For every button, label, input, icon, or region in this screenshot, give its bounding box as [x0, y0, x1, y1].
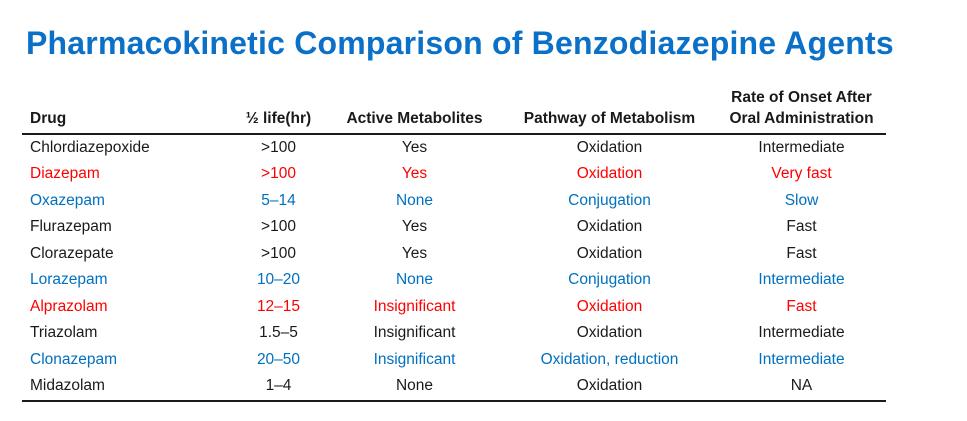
cell-half-life: >100 — [261, 138, 296, 156]
cell-active-metabolites: None — [395, 191, 434, 209]
cell-drug: Flurazepam — [30, 218, 112, 236]
table-row: Alprazolam 12–15 Insignificant Oxidation Fas… — [22, 294, 886, 321]
table-row: Lorazepam 10–20 None Conjugation Intermediat… — [22, 267, 886, 294]
cell-drug: Triazolam — [30, 324, 98, 342]
table-body: Chlordiazepoxide >100 Yes Oxidation Intermed… — [22, 134, 886, 402]
cell-pathway: Conjugation — [568, 191, 651, 209]
cell-active-metabolites: Yes — [401, 244, 428, 262]
cell-pathway: Oxidation — [576, 138, 643, 156]
cell-active-metabolites: Insignificant — [373, 324, 456, 342]
table-row: Clonazepam 20–50 Insignificant Oxidation, r… — [22, 347, 886, 374]
table-row: Diazepam >100 Yes Oxidation Very fast — [22, 161, 886, 188]
column-header-active-metabolites: Active Metabolites — [327, 88, 502, 135]
cell-active-metabolites: Yes — [401, 218, 428, 236]
cell-half-life: 5–14 — [261, 191, 296, 209]
cell-onset: Intermediate — [758, 138, 845, 156]
cell-onset: Fast — [786, 218, 817, 236]
cell-pathway: Oxidation — [502, 373, 717, 402]
cell-half-life: 10–20 — [256, 271, 301, 289]
cell-pathway: Oxidation — [576, 218, 643, 236]
cell-drug: Chlordiazepoxide — [30, 138, 150, 156]
column-header-drug: Drug — [22, 88, 230, 135]
cell-onset: Intermediate — [758, 350, 845, 368]
cell-pathway: Conjugation — [568, 271, 651, 289]
column-header-pathway: Pathway of Metabolism — [502, 88, 717, 135]
cell-drug: Clorazepate — [30, 244, 114, 262]
cell-onset: NA — [717, 373, 886, 402]
cell-active-metabolites: Yes — [401, 138, 428, 156]
table-row: Clorazepate >100 Yes Oxidation Fast — [22, 241, 886, 268]
cell-active-metabolites: Insignificant — [373, 350, 456, 368]
table-row: Oxazepam 5–14 None Conjugation Slow — [22, 188, 886, 215]
cell-pathway: Oxidation — [576, 165, 643, 183]
cell-drug: Midazolam — [22, 373, 230, 402]
cell-active-metabolites: None — [327, 373, 502, 402]
table-row: Triazolam 1.5–5 Insignificant Oxidation Inte… — [22, 320, 886, 347]
table-row: Flurazepam >100 Yes Oxidation Fast — [22, 214, 886, 241]
cell-half-life: >100 — [261, 165, 296, 183]
cell-onset: Fast — [786, 244, 817, 262]
cell-half-life: 1–4 — [230, 373, 327, 402]
cell-onset: Intermediate — [758, 271, 845, 289]
cell-drug: Lorazepam — [30, 271, 108, 289]
cell-drug: Alprazolam — [30, 297, 108, 315]
cell-onset: Slow — [784, 191, 819, 209]
cell-pathway: Oxidation, reduction — [540, 350, 679, 368]
pharmacokinetics-table: Drug ½ life(hr) Active Metabolites Pathw… — [22, 88, 886, 402]
cell-active-metabolites: None — [395, 271, 434, 289]
cell-drug: Clonazepam — [30, 350, 118, 368]
cell-drug: Oxazepam — [30, 191, 105, 209]
cell-active-metabolites: Insignificant — [373, 297, 456, 315]
table-header-row: Drug ½ life(hr) Active Metabolites Pathw… — [22, 88, 886, 135]
cell-half-life: 20–50 — [256, 350, 301, 368]
table-row: Midazolam 1–4 None Oxidation NA — [22, 373, 886, 402]
table-row: Chlordiazepoxide >100 Yes Oxidation Intermed… — [22, 134, 886, 162]
cell-active-metabolites: Yes — [401, 165, 428, 183]
cell-pathway: Oxidation — [576, 324, 643, 342]
cell-half-life: >100 — [261, 218, 296, 236]
cell-drug: Diazepam — [30, 165, 100, 183]
column-header-onset: Rate of Onset After Oral Administration — [717, 88, 886, 135]
page-title: Pharmacokinetic Comparison of Benzodiaze… — [26, 25, 894, 62]
cell-pathway: Oxidation — [576, 244, 643, 262]
cell-half-life: >100 — [261, 244, 296, 262]
cell-half-life: 1.5–5 — [259, 324, 298, 342]
table-header: Drug ½ life(hr) Active Metabolites Pathw… — [22, 88, 886, 135]
cell-onset: Very fast — [771, 165, 832, 183]
cell-pathway: Oxidation — [576, 297, 643, 315]
column-header-half-life: ½ life(hr) — [230, 88, 327, 135]
cell-half-life: 12–15 — [256, 297, 301, 315]
cell-onset: Fast — [786, 297, 817, 315]
cell-onset: Intermediate — [758, 324, 845, 342]
